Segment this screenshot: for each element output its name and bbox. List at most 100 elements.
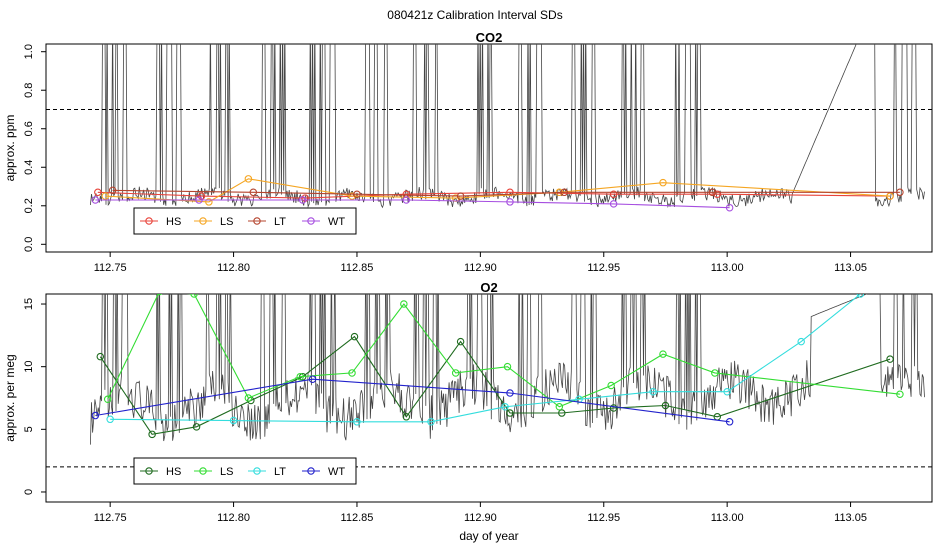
co2-series-wt-line	[95, 199, 730, 209]
o2-series-lt-point	[427, 418, 435, 426]
o2-y-tick-label: 15	[23, 298, 35, 310]
o2-series-ls-point	[190, 294, 198, 298]
co2-x-tick-label: 112.95	[587, 262, 620, 274]
o2-panel-title: O2	[480, 280, 497, 295]
o2-series-wt-point	[91, 411, 100, 420]
co2-panel-title: CO2	[476, 30, 503, 45]
o2-series-ls-point	[156, 294, 163, 296]
co2-series-wt-point	[402, 196, 411, 204]
o2-series-lt-point	[106, 415, 114, 424]
co2-series-ls-point	[659, 178, 667, 187]
o2-series-hs-point	[506, 409, 514, 417]
co2-x-tick-label: 112.75	[94, 262, 127, 274]
o2-series-lt-point	[229, 416, 238, 425]
o2-series-ls-point	[348, 369, 356, 377]
co2-series-hs-point	[197, 192, 206, 200]
o2-panel: O2 approx. per meg 112.75 112.80 112.85 112…	[3, 280, 933, 524]
co2-y-tick-label: 0.4	[23, 160, 35, 175]
co2-panel: CO2 approx. ppm 112.75 112.80 112.85 112.90…	[3, 30, 933, 274]
o2-series-lt-point	[856, 294, 865, 298]
co2-series-ls-point	[348, 192, 356, 200]
co2-y-tick-label: 0.6	[23, 121, 35, 136]
co2-series-ls-point	[205, 198, 213, 206]
co2-series-lt-line	[112, 189, 900, 197]
o2-series-lt-point	[353, 418, 361, 426]
co2-legend-lt-marker	[253, 217, 261, 225]
o2-legend-lt-marker	[253, 467, 261, 475]
o2-x-tick-label: 112.90	[464, 512, 497, 524]
co2-x-tick-label: 113.05	[834, 262, 867, 274]
o2-series-ls-point	[103, 395, 112, 404]
o2-series-hs-point	[96, 352, 105, 361]
co2-series-ls-line	[105, 178, 891, 203]
o2-series-lt-point	[501, 403, 509, 411]
o2-series-hs-point	[886, 355, 894, 363]
o2-series-ls-point	[711, 369, 719, 377]
co2-y-tick-label: 0.8	[23, 83, 35, 98]
o2-series-lt-point	[797, 337, 805, 346]
co2-plot-contents	[90, 44, 925, 212]
co2-legend-hs-label: HS	[166, 216, 181, 228]
o2-series-lt-point	[723, 387, 731, 396]
o2-series-ls-point	[896, 390, 904, 398]
co2-legend-hs-marker	[145, 217, 153, 225]
o2-legend-ls-marker	[199, 467, 207, 475]
co2-series-hs-point	[609, 190, 618, 198]
o2-series-ls-point	[451, 369, 460, 377]
o2-series-lt-point	[649, 387, 657, 396]
o2-x-tick-label: 113.00	[711, 512, 744, 524]
o2-series-hs-point	[402, 413, 411, 421]
co2-series-wt-point	[195, 196, 203, 204]
co2-series-wt-point	[609, 200, 618, 208]
o2-series-hs-point	[456, 337, 465, 346]
o2-legend: HS LS LT WT	[133, 457, 357, 485]
co2-y-tick-label: 0.2	[23, 198, 35, 213]
o2-series-hs-point	[350, 332, 359, 341]
co2-series-wt-point	[298, 196, 307, 204]
o2-series-ls-point	[400, 300, 408, 308]
o2-series-ls-point	[296, 372, 304, 381]
co2-series-ls-point	[244, 175, 253, 183]
o2-series-hs-point	[192, 423, 201, 431]
o2-x-tick-label: 112.95	[587, 512, 620, 524]
co2-series-lt-point	[896, 188, 904, 197]
o2-series-ls-point	[607, 381, 615, 390]
o2-y-tick-label: 10	[23, 361, 35, 373]
co2-legend-lt-label: LT	[274, 216, 286, 228]
figure-title: 080421z Calibration Interval SDs	[387, 8, 562, 22]
co2-legend-ls-marker	[199, 217, 207, 225]
co2-series-lt-point	[560, 188, 569, 197]
o2-series-hs-line	[99, 335, 891, 435]
o2-series-wt-point	[506, 389, 514, 397]
o2-plot-contents	[90, 294, 925, 445]
co2-series-lt-point	[708, 188, 717, 197]
co2-series-lt-point	[108, 186, 117, 195]
o2-series-hs-point	[148, 430, 156, 439]
co2-series-lt-point	[353, 190, 361, 198]
co2-legend-ls-label: LS	[220, 216, 233, 228]
co2-series-wt-point	[725, 203, 734, 212]
co2-x-tick-label: 112.90	[464, 262, 497, 274]
o2-y-axis-label: approx. per meg	[3, 354, 17, 441]
co2-series-hs-point	[94, 188, 102, 197]
o2-series-hs-point	[661, 401, 670, 410]
co2-raw-trace	[90, 44, 925, 209]
o2-raw-trace	[90, 294, 925, 445]
o2-series-ls-point	[244, 394, 253, 402]
co2-series-ls-point	[101, 192, 109, 200]
o2-series-ls-point	[555, 403, 564, 411]
o2-series-hs-point	[558, 409, 566, 417]
o2-series-wt-point	[725, 418, 734, 426]
co2-series-lt-point	[456, 192, 465, 200]
co2-y-axis-label: approx. ppm	[3, 115, 17, 182]
co2-x-tick-label: 112.80	[217, 262, 250, 274]
o2-legend-ls-label: LS	[220, 466, 233, 478]
o2-x-tick-label: 112.75	[94, 512, 127, 524]
co2-series-wt-point	[91, 196, 100, 204]
o2-legend-hs-label: HS	[166, 466, 181, 478]
o2-series-ls-point	[503, 362, 512, 371]
o2-series-wt-line	[95, 378, 730, 423]
o2-series-wt-point	[308, 375, 317, 383]
co2-x-tick-label: 112.85	[341, 262, 374, 274]
